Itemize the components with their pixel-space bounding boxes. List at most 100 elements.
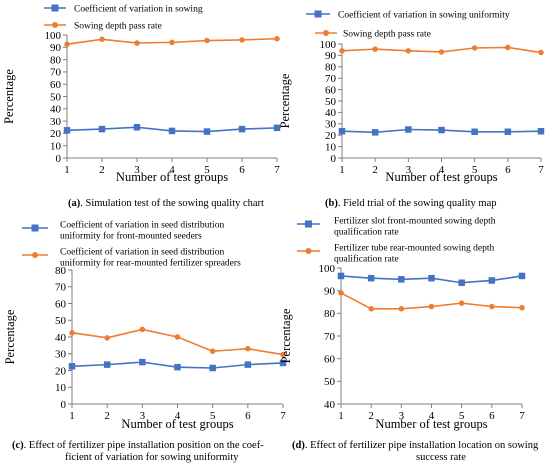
y-tick-label: 70 — [325, 73, 337, 85]
y-tick-label: 100 — [320, 39, 337, 51]
x-tick-label: 6 — [489, 410, 495, 422]
figure-caption: (d). Effect of fertilizer pipe installat… — [292, 440, 539, 451]
data-point-s2 — [372, 46, 378, 52]
data-point-s2 — [339, 48, 345, 54]
data-point-s1 — [98, 125, 106, 133]
legend-label-1: Coefficient of variation in sowing — [74, 4, 203, 15]
y-tick-label: 30 — [55, 349, 67, 361]
legend-label-1: Fertilizer slot front-mounted sowing dep… — [334, 216, 496, 227]
data-point-s2 — [489, 303, 495, 310]
x-axis-label: Number of test groups — [385, 170, 497, 184]
figure-caption: (c). Effect of fertilizer pipe installat… — [12, 440, 264, 451]
x-tick-label: 5 — [459, 410, 465, 422]
data-point-s2 — [99, 36, 105, 43]
chart-panel-d: 40 50 60 70 80 90 100 1 2 3 4 5 6 7 Percentage Number o… — [279, 216, 539, 464]
data-point-s2 — [280, 351, 286, 358]
y-tick-label: 70 — [55, 282, 67, 294]
legend-label-2: Coefficient of variation in seed distrib… — [60, 247, 224, 258]
y-tick-label: 30 — [325, 119, 337, 131]
legend-marker-1 — [305, 220, 312, 228]
y-tick-label: 60 — [50, 79, 62, 91]
caption-text: . Effect of fertilizer pipe installation… — [24, 440, 265, 451]
data-point-s1 — [273, 124, 281, 132]
data-point-s2 — [209, 348, 216, 354]
x-tick-label: 5 — [204, 164, 210, 176]
data-point-s2 — [368, 306, 374, 312]
legend-label-2: qualification rate — [334, 254, 399, 265]
data-point-s2 — [519, 304, 525, 311]
x-tick-label: 2 — [99, 164, 105, 176]
caption-text: . Field trial of the sowing quality map — [338, 198, 497, 209]
legend-label-2: Fertilizer tube rear-mounted sowing dept… — [334, 244, 494, 254]
y-tick-label: 20 — [50, 128, 62, 140]
data-point-s2 — [538, 49, 544, 56]
data-point-s2 — [438, 49, 445, 55]
data-point-s1 — [338, 127, 346, 135]
data-point-s2 — [458, 300, 465, 306]
y-axis-label: Percentage — [278, 73, 292, 128]
y-tick-label: 40 — [324, 399, 336, 411]
y-tick-label: 80 — [325, 62, 337, 74]
data-point-s1 — [471, 128, 478, 136]
data-point-s2 — [104, 335, 110, 341]
legend-label-1: Coefficient of variation in seed distrib… — [60, 220, 224, 231]
y-tick-label: 80 — [50, 54, 62, 66]
data-point-s1 — [203, 128, 211, 135]
y-axis-label: Percentage — [279, 308, 293, 363]
data-point-s1 — [133, 124, 141, 131]
y-tick-label: 100 — [45, 30, 62, 42]
y-tick-label: 40 — [50, 104, 62, 116]
legend-marker-2 — [32, 252, 38, 258]
caption-letter: (a) — [68, 198, 81, 209]
data-point-s1 — [63, 127, 71, 134]
x-tick-label: 1 — [338, 410, 344, 422]
chart-panel-c: 0 10 20 30 40 50 60 70 80 1 2 3 4 5 6 7 Percentage Number… — [3, 220, 287, 463]
legend-marker-1 — [314, 10, 322, 18]
x-tick-label: 1 — [339, 164, 345, 176]
y-tick-label: 70 — [50, 67, 62, 79]
x-axis-label: Number of test groups — [375, 417, 487, 431]
data-point-s2 — [398, 306, 405, 312]
data-point-s1 — [398, 276, 405, 283]
data-point-s2 — [505, 44, 511, 51]
x-tick-label: 6 — [239, 164, 245, 176]
data-point-s1 — [209, 364, 216, 372]
y-tick-label: 10 — [50, 141, 62, 153]
x-tick-label: 3 — [399, 410, 405, 422]
data-point-s1 — [103, 361, 111, 368]
y-tick-label: 50 — [325, 96, 337, 108]
legend-marker-1 — [31, 224, 39, 232]
y-tick-label: 60 — [324, 353, 336, 365]
data-point-s1 — [405, 126, 412, 133]
data-point-s2 — [69, 330, 75, 336]
x-tick-label: 3 — [406, 164, 412, 176]
legend-marker-2 — [323, 30, 329, 36]
y-tick-label: 60 — [325, 84, 337, 96]
x-tick-label: 4 — [169, 164, 175, 176]
x-tick-label: 7 — [519, 410, 525, 422]
x-tick-label: 6 — [505, 164, 511, 176]
data-point-s2 — [169, 39, 175, 46]
y-tick-label: 50 — [50, 91, 62, 103]
y-axis-label: Percentage — [3, 309, 17, 364]
data-point-s2 — [64, 41, 70, 47]
x-tick-label: 5 — [210, 410, 216, 422]
data-point-s1 — [371, 129, 379, 136]
y-tick-label: 80 — [324, 308, 336, 320]
data-point-s1 — [68, 363, 76, 370]
data-point-s1 — [537, 127, 545, 135]
series-line-2 — [71, 328, 284, 356]
data-point-s2 — [274, 35, 280, 42]
y-tick-label: 10 — [55, 382, 67, 394]
y-tick-label: 20 — [325, 130, 337, 142]
y-tick-label: 40 — [55, 332, 67, 344]
data-point-s2 — [134, 40, 140, 46]
y-tick-label: 90 — [50, 42, 62, 54]
data-point-s2 — [139, 326, 146, 333]
x-tick-label: 5 — [472, 164, 478, 176]
caption-letter: (c) — [12, 440, 24, 451]
y-tick-label: 80 — [55, 265, 67, 277]
